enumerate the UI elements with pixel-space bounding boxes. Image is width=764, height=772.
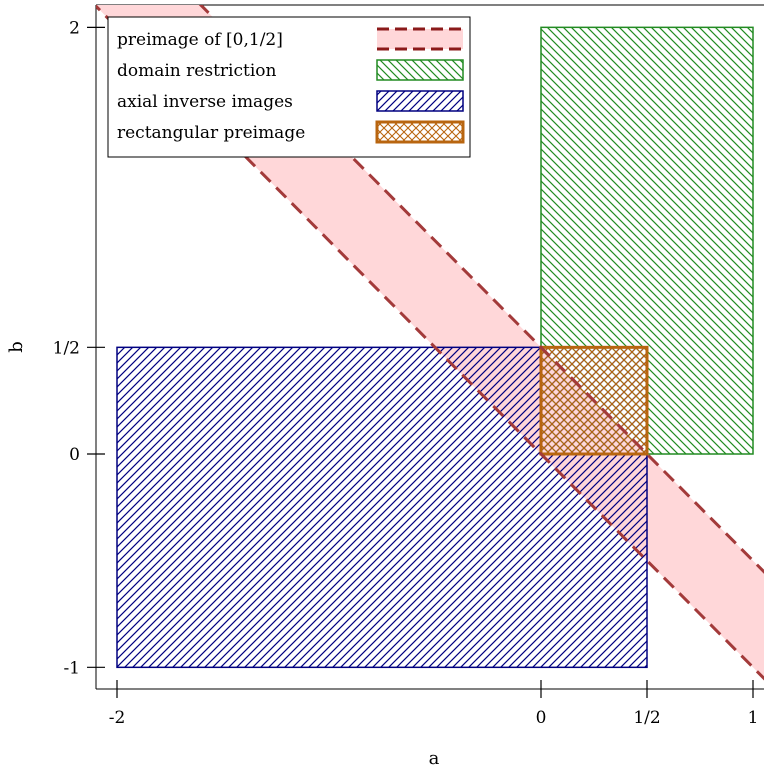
legend: preimage of [0,1/2] domain restriction axi… [107, 16, 471, 158]
y-tick-label: 1/2 [53, 338, 80, 358]
y-axis-ticks: -1 0 1/2 2 [53, 18, 105, 678]
x-tick-label: 1 [748, 708, 759, 728]
x-axis-label: a [429, 748, 440, 769]
preimage-band-upper-boundary [198, 5, 764, 574]
legend-swatch-band [377, 29, 463, 49]
x-axis-ticks: -2 0 1/2 1 [109, 680, 759, 728]
y-tick-label: 0 [69, 445, 80, 465]
y-tick-label: 2 [69, 18, 80, 38]
y-tick-label: -1 [63, 658, 80, 678]
legend-label: domain restriction [117, 61, 276, 81]
y-axis-label: b [6, 341, 27, 353]
x-tick-label: 0 [536, 708, 547, 728]
legend-label: preimage of [0,1/2] [117, 30, 283, 50]
legend-label: axial inverse images [117, 92, 293, 112]
x-tick-label: -2 [109, 708, 126, 728]
legend-swatch-backslash [376, 59, 464, 81]
legend-swatch-cross [375, 120, 465, 144]
legend-label: rectangular preimage [117, 123, 305, 143]
plot-area [96, 5, 764, 681]
preimage-band-lower-boundary [96, 5, 764, 681]
legend-swatch-slash [376, 90, 464, 112]
x-tick-label: 1/2 [633, 708, 660, 728]
axial-inverse-images-rect [116, 346, 648, 669]
